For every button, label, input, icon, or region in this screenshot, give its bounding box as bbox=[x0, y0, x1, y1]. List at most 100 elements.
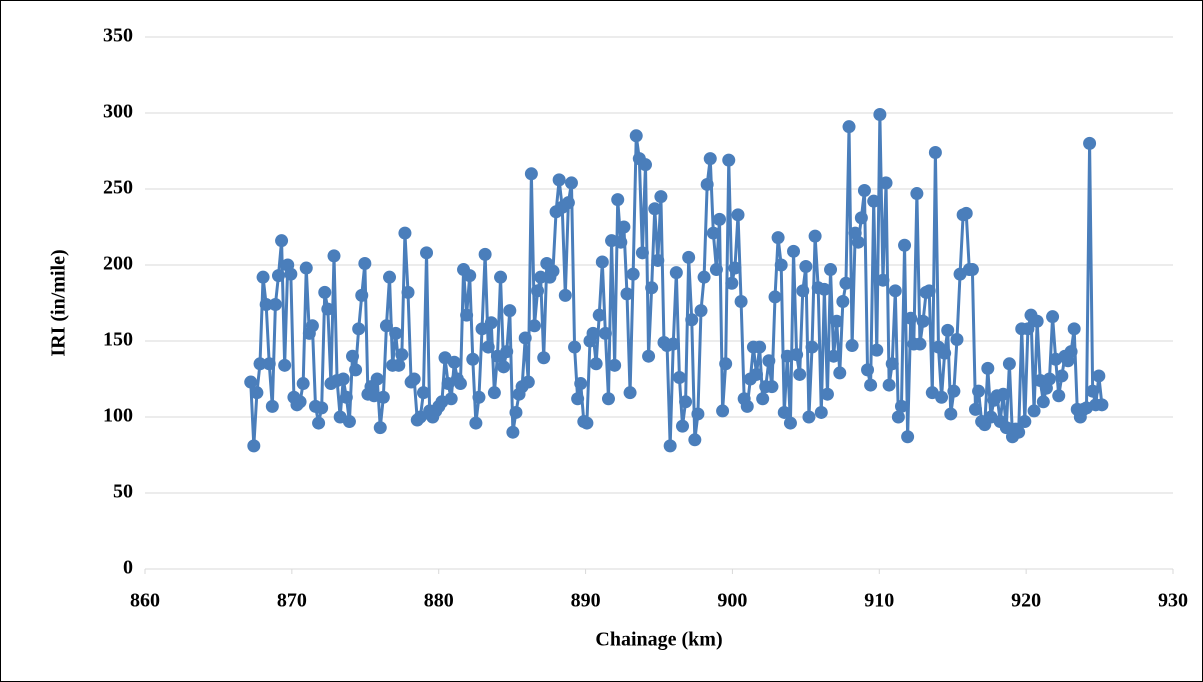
data-point bbox=[765, 380, 779, 394]
data-point bbox=[901, 430, 915, 444]
data-point bbox=[756, 392, 770, 406]
data-point bbox=[561, 196, 575, 210]
y-tick-label: 250 bbox=[103, 177, 133, 199]
data-point bbox=[672, 370, 686, 384]
data-point bbox=[947, 384, 961, 398]
data-point bbox=[518, 331, 532, 345]
data-point bbox=[725, 276, 739, 290]
data-point bbox=[299, 261, 313, 275]
data-point bbox=[447, 355, 461, 369]
data-point bbox=[771, 231, 785, 245]
data-point bbox=[802, 410, 816, 424]
data-point bbox=[259, 298, 273, 312]
data-point bbox=[796, 284, 810, 298]
data-point bbox=[589, 357, 603, 371]
data-point bbox=[336, 372, 350, 386]
data-point bbox=[370, 372, 384, 386]
data-point bbox=[614, 235, 628, 249]
data-point bbox=[774, 258, 788, 272]
data-point bbox=[740, 399, 754, 413]
data-point bbox=[534, 270, 548, 284]
data-point bbox=[814, 405, 828, 419]
data-point bbox=[762, 354, 776, 368]
data-point bbox=[1083, 136, 1097, 150]
data-point bbox=[389, 326, 403, 340]
data-point bbox=[722, 153, 736, 167]
data-point bbox=[444, 392, 458, 406]
data-point bbox=[392, 358, 406, 372]
data-point bbox=[1030, 314, 1044, 328]
data-point bbox=[1055, 369, 1069, 383]
y-tick-label: 150 bbox=[103, 329, 133, 351]
data-point bbox=[753, 340, 767, 354]
data-point bbox=[1095, 398, 1109, 412]
data-point bbox=[1021, 322, 1035, 336]
data-point bbox=[669, 266, 683, 280]
data-point bbox=[401, 285, 415, 299]
data-point bbox=[487, 386, 501, 400]
data-point bbox=[731, 208, 745, 222]
data-point bbox=[463, 269, 477, 283]
data-point bbox=[373, 421, 387, 435]
data-point bbox=[574, 377, 588, 391]
data-point bbox=[808, 229, 822, 243]
data-point bbox=[648, 202, 662, 216]
data-point bbox=[675, 419, 689, 433]
data-point bbox=[728, 261, 742, 275]
data-point bbox=[968, 402, 982, 416]
data-point bbox=[349, 363, 363, 377]
data-point bbox=[928, 146, 942, 160]
data-point bbox=[1064, 345, 1078, 359]
data-point bbox=[694, 304, 708, 318]
data-point bbox=[799, 260, 813, 274]
x-tick-label: 910 bbox=[864, 590, 894, 612]
data-point bbox=[996, 387, 1010, 401]
data-point bbox=[972, 384, 986, 398]
data-point bbox=[318, 285, 332, 299]
data-point bbox=[509, 405, 523, 419]
data-point bbox=[497, 360, 511, 374]
data-point bbox=[484, 316, 498, 330]
x-tick-label: 900 bbox=[717, 590, 747, 612]
data-point bbox=[250, 386, 264, 400]
x-tick-label: 880 bbox=[424, 590, 454, 612]
data-point bbox=[898, 238, 912, 252]
data-point bbox=[460, 308, 474, 322]
data-point bbox=[503, 304, 517, 318]
data-point bbox=[651, 253, 665, 267]
data-point bbox=[244, 375, 258, 389]
data-point bbox=[734, 294, 748, 308]
data-point bbox=[1086, 384, 1100, 398]
data-point bbox=[521, 375, 535, 389]
data-point bbox=[682, 250, 696, 264]
data-point bbox=[278, 358, 292, 372]
data-point bbox=[598, 326, 612, 340]
data-point bbox=[321, 302, 335, 316]
y-tick-label: 50 bbox=[113, 481, 133, 503]
data-point bbox=[466, 352, 480, 366]
data-point bbox=[623, 386, 637, 400]
data-point bbox=[293, 395, 307, 409]
data-point bbox=[876, 273, 890, 287]
data-point bbox=[626, 267, 640, 281]
data-point bbox=[527, 319, 541, 333]
data-point bbox=[685, 313, 699, 327]
x-tick-label: 920 bbox=[1011, 590, 1041, 612]
data-point bbox=[716, 404, 730, 418]
data-point bbox=[830, 314, 844, 328]
data-point bbox=[1027, 404, 1041, 418]
data-point bbox=[346, 349, 360, 363]
data-point bbox=[247, 439, 261, 453]
y-tick-label: 100 bbox=[103, 405, 133, 427]
data-point bbox=[691, 407, 705, 421]
data-point bbox=[882, 378, 896, 392]
data-point bbox=[783, 416, 797, 430]
data-point bbox=[586, 326, 600, 340]
data-point bbox=[506, 425, 520, 439]
data-point bbox=[275, 234, 289, 248]
data-point bbox=[709, 263, 723, 277]
data-point bbox=[475, 322, 489, 336]
data-point bbox=[478, 247, 492, 261]
data-point bbox=[552, 173, 566, 187]
data-point bbox=[1046, 310, 1060, 324]
